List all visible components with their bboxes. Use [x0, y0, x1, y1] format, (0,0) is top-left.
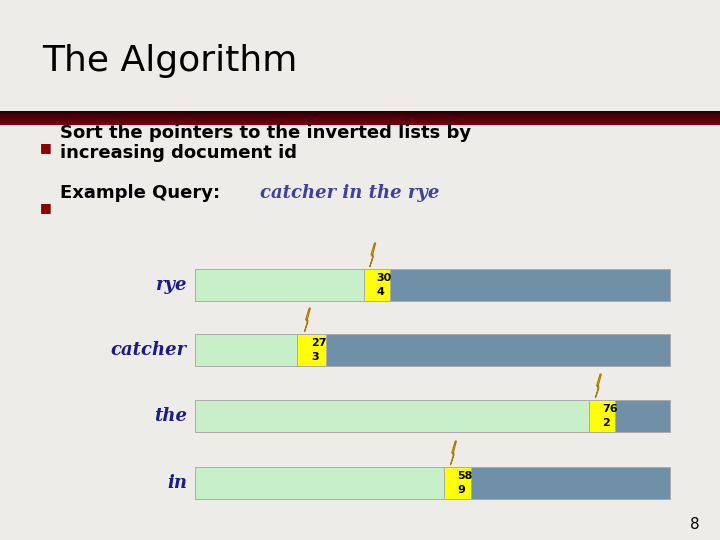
- Text: in: in: [167, 474, 187, 492]
- Bar: [195, 400, 589, 432]
- Polygon shape: [451, 441, 456, 465]
- Text: catcher in the rye: catcher in the rye: [260, 184, 439, 202]
- Bar: [0, 116, 720, 117]
- Bar: [390, 269, 670, 301]
- Bar: [195, 467, 444, 499]
- Bar: [0, 114, 720, 115]
- Text: increasing document id: increasing document id: [60, 144, 297, 162]
- Bar: [0, 122, 720, 123]
- Bar: [0, 115, 720, 116]
- Bar: [444, 467, 470, 499]
- Text: ■: ■: [40, 141, 52, 154]
- Bar: [589, 400, 616, 432]
- Text: 3: 3: [311, 352, 319, 362]
- Polygon shape: [369, 243, 376, 267]
- Text: Sort the pointers to the inverted lists by: Sort the pointers to the inverted lists …: [60, 124, 471, 142]
- Text: ■: ■: [40, 201, 52, 214]
- Bar: [470, 467, 670, 499]
- Text: 58: 58: [457, 471, 473, 481]
- Bar: [0, 111, 720, 112]
- Bar: [195, 334, 297, 366]
- Text: the: the: [154, 407, 187, 425]
- Bar: [0, 117, 720, 118]
- Bar: [0, 118, 720, 119]
- Bar: [195, 269, 364, 301]
- Bar: [0, 123, 720, 124]
- Bar: [0, 113, 720, 114]
- Bar: [0, 121, 720, 122]
- Text: 4: 4: [377, 287, 384, 297]
- Text: 76: 76: [603, 404, 618, 414]
- Polygon shape: [305, 308, 310, 332]
- Bar: [325, 334, 670, 366]
- Bar: [0, 120, 720, 121]
- Bar: [297, 334, 325, 366]
- Bar: [0, 112, 720, 113]
- Text: 30: 30: [377, 273, 392, 283]
- Text: The Algorithm: The Algorithm: [42, 44, 297, 78]
- Text: 8: 8: [690, 517, 700, 532]
- Text: 2: 2: [603, 418, 610, 428]
- Bar: [0, 124, 720, 125]
- Text: 27: 27: [311, 338, 327, 348]
- Bar: [616, 400, 670, 432]
- Text: 9: 9: [457, 485, 465, 495]
- Text: catcher: catcher: [111, 341, 187, 359]
- Bar: [364, 269, 390, 301]
- Bar: [0, 119, 720, 120]
- Text: rye: rye: [156, 276, 187, 294]
- Text: Example Query:: Example Query:: [60, 184, 226, 202]
- Polygon shape: [595, 374, 601, 398]
